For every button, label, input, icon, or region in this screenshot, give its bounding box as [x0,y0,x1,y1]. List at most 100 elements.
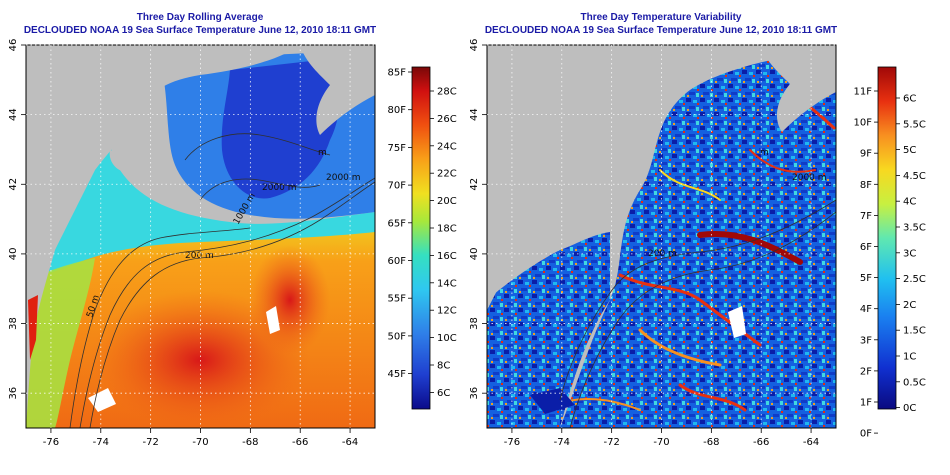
right-tick-label-lat-1: 44 [469,108,480,121]
right-tick-label-lon-1: -74 [554,437,570,448]
right-colorbar-f-label-0: 11F [854,87,873,98]
right-colorbar-c-label-4: 4C [903,197,916,208]
left-contour-gom-2 [199,178,321,201]
left-contour-label-m: m [318,148,327,158]
right-colorbar-f-label-3: 8F [860,180,872,191]
right-tick-label-lon-0: -76 [504,437,520,448]
right-land-nova-scotia [760,45,836,132]
left-colorbar-c-label-4: 20C [437,196,457,207]
left-tick-label-lon-3: -70 [192,437,208,448]
right-filament-5 [659,169,721,201]
left-contour-200m [79,177,375,428]
left-colorbar-f-label-1: 80F [388,105,407,116]
right-tick-label-lon-2: -72 [603,437,619,448]
left-coldest-water [221,60,339,199]
left-title-line2: DECLOUDED NOAA 19 Sea Surface Temperatur… [23,25,377,36]
right-colorbar-c-label-5: 3.5C [903,223,926,234]
left-colorbar-f-label-5: 60F [388,256,407,267]
left-title-line1: Three Day Rolling Average [136,12,264,23]
right-colorbar-c-label-1: 5.5C [903,119,926,130]
right-tick-label-lon-5: -66 [753,437,769,448]
right-colorbar-c-label-12: 0C [903,403,916,414]
right-colorbar-c-label-11: 0.5C [903,377,926,388]
left-tick-label-lat-3: 40 [8,248,19,261]
left-colorbar-c-label-5: 18C [437,224,457,235]
left-colorbar-c-label-6: 16C [437,251,457,262]
left-colorbar [411,66,431,410]
right-tick-label-lat-0: 46 [469,39,480,52]
right-colorbar-f-label-5: 6F [860,242,872,253]
left-chesapeake [28,295,38,360]
right-contours [559,199,836,428]
right-colorbar-f-label-2: 9F [860,149,872,160]
left-tick-label-lat-5: 36 [8,387,19,400]
right-low-var-patch [530,388,575,414]
right-contour-label-m: m [760,148,769,158]
left-colorbar-f-label-8: 45F [388,369,407,380]
left-colorbar-c-label-10: 8C [437,361,450,372]
left-contour-1000m [89,181,375,428]
right-colorbar-f-label-7: 4F [860,304,872,315]
right-colorbar-c-label-8: 2C [903,300,916,311]
right-tick-label-lat-4: 38 [469,317,480,330]
right-tick-label-lon-4: -68 [703,437,719,448]
left-tick-label-lat-1: 44 [8,108,19,121]
right-contour-label-200m: 200 m [648,249,677,259]
left-tick-label-lon-5: -66 [292,437,308,448]
left-tick-label-lon-2: -72 [142,437,158,448]
right-missing-patch-1 [728,306,746,338]
right-colorbar-c-label-7: 2.5C [903,274,926,285]
right-colorbar [877,66,897,410]
right-ocean-nearshore [487,232,610,428]
left-colorbar-f-label-6: 55F [388,294,407,305]
right-title-line2: DECLOUDED NOAA 19 Sea Surface Temperatur… [484,25,838,36]
right-colorbar-c-label-9: 1.5C [903,326,926,337]
right-colorbar-f-label-9: 2F [860,366,872,377]
left-contour-gom-1 [184,133,331,161]
left-contours [69,133,375,428]
right-tick-label-lat-2: 42 [469,178,480,191]
left-tick-label-lat-0: 46 [8,39,19,52]
right-colorbar-c-label-10: 1C [903,352,916,363]
left-land-coast [26,45,300,428]
left-hot-core-2 [250,245,330,355]
right-tick-label-lat-5: 36 [469,387,480,400]
left-contour-label-200m: 200 m [185,251,214,261]
right-land-coast [487,45,760,310]
left-tick-label-lat-4: 38 [8,317,19,330]
right-contour-200m [559,199,836,401]
right-title-line1: Three Day Temperature Variability [580,12,742,23]
right-colorbar-c-label-0: 6C [903,94,916,105]
left-colorbar-c-label-11: 6C [437,388,450,399]
left-colorbar-c-label-9: 10C [437,333,457,344]
left-missing-patch-2 [266,306,280,334]
left-contour-50m [69,227,251,428]
left-tick-label-lat-2: 42 [8,178,19,191]
left-colorbar-c-label-2: 24C [437,141,457,152]
left-colorbar-f-label-4: 65F [388,218,407,229]
left-contour-label-2000m-b: 2000 m [262,183,297,193]
left-colorbar-c-label-7: 14C [437,278,457,289]
right-contour-label-2000m: 2000 m [792,173,827,183]
right-filament-6 [749,149,816,173]
right-filament-4 [678,383,747,412]
left-colorbar-f-label-0: 85F [388,68,407,79]
left-land-cape-cod [109,150,165,176]
left-missing-patch-1 [88,388,116,412]
left-tick-label-lon-4: -68 [242,437,258,448]
right-colorbar-c-label-6: 3C [903,248,916,259]
right-colorbar-f-label-11: 0F [860,429,872,440]
right-colorbar-c-label-3: 4.5C [903,171,926,182]
left-colorbar-f-label-3: 70F [388,181,407,192]
left-colorbar-f-label-7: 50F [388,331,407,342]
right-tick-label-lon-3: -70 [653,437,669,448]
left-colorbar-c-label-3: 22C [437,169,457,180]
right-colorbar-f-label-4: 7F [860,211,872,222]
right-ocean-variability [560,50,836,428]
right-filament-3 [638,328,722,367]
right-colorbar-c-label-2: 5C [903,145,916,156]
left-tick-label-lon-6: -64 [342,437,358,448]
left-tick-label-lon-1: -74 [93,437,109,448]
left-land-nova-scotia [300,45,375,135]
